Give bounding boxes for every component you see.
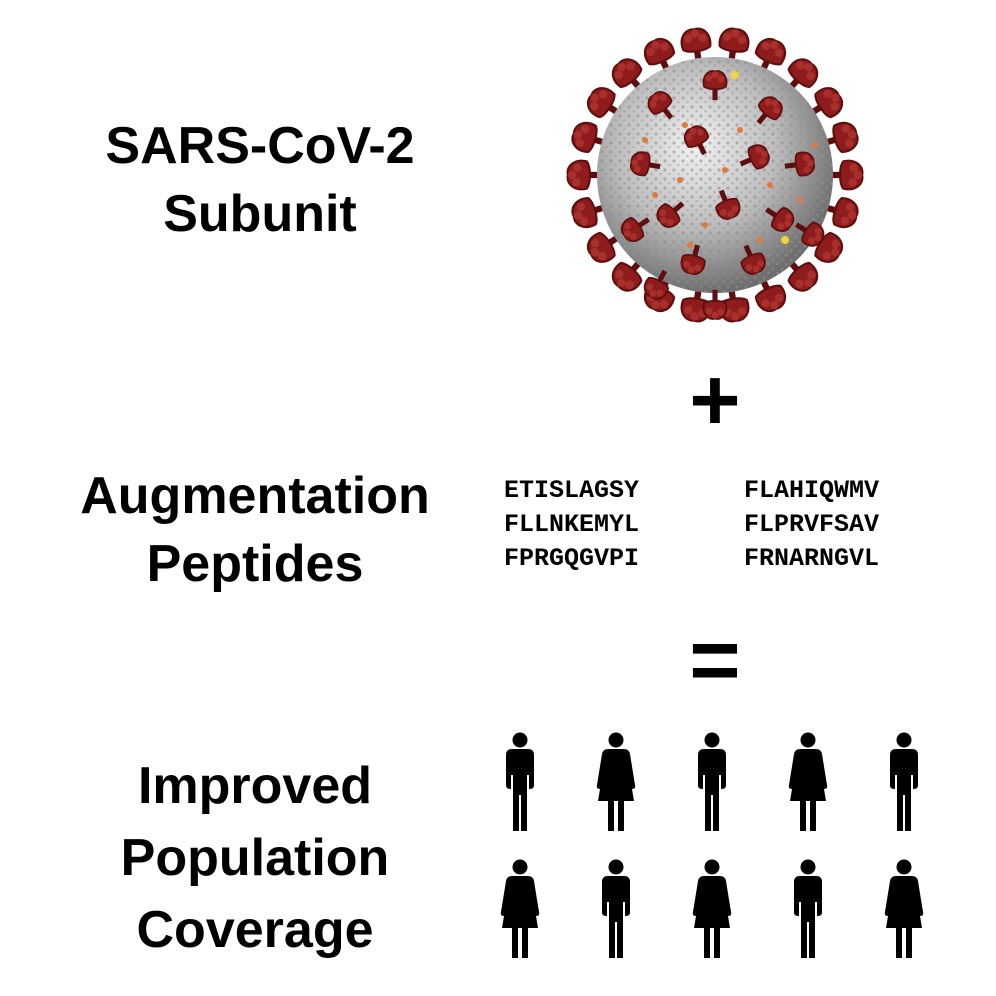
spike-protein <box>807 87 844 119</box>
spike-protein <box>702 289 728 320</box>
spike-protein <box>718 27 750 66</box>
surface-protein-dot <box>642 137 648 143</box>
spike-protein <box>611 58 645 93</box>
spike-protein <box>620 216 650 242</box>
surface-protein-dot <box>757 237 763 243</box>
female-person-icon <box>692 859 732 958</box>
peptide-sequence: FRNARNGVL <box>744 544 880 573</box>
surface-protein-dot <box>677 177 683 183</box>
spike-protein <box>586 87 623 119</box>
peptide-list-left: ETISLAGSY FLLNKEMYL FPRGQGVPI <box>504 474 639 576</box>
female-person-icon <box>500 859 540 958</box>
female-person-icon <box>596 732 636 831</box>
spike-protein <box>680 244 706 275</box>
spike-protein <box>740 244 766 275</box>
spike-protein <box>765 206 795 232</box>
surface-protein-dot <box>687 242 693 248</box>
peptide-list-right: FLAHIQWMV FLPRVFSAV FRNARNGVL <box>744 474 879 576</box>
spike-protein <box>794 221 825 247</box>
spike-protein <box>647 91 674 120</box>
spike-protein <box>643 269 670 300</box>
surface-protein-dot <box>767 182 773 188</box>
surface-protein-dot <box>812 142 818 148</box>
plus-sign: + <box>689 350 741 449</box>
surface-protein-dot <box>652 192 658 198</box>
spike-protein <box>683 125 710 156</box>
male-person-icon <box>890 732 918 831</box>
surface-protein-dot <box>722 167 728 173</box>
male-person-icon <box>698 732 726 831</box>
coverage-label-line-2: Population <box>120 829 390 887</box>
surface-proteins <box>642 71 818 248</box>
male-person-icon <box>506 732 534 831</box>
female-person-icon <box>884 859 924 958</box>
peptide-sequence: FLAHIQWMV <box>744 476 880 505</box>
spike-protein <box>571 196 609 229</box>
spike-protein <box>821 196 859 229</box>
coronavirus-icon <box>566 27 864 323</box>
surface-protein-dot <box>702 222 708 228</box>
coverage-label-line-1: Improved <box>137 757 373 815</box>
virus-label-line-2: Subunit <box>163 185 357 243</box>
spike-protein <box>754 275 787 313</box>
peptide-sequence: FPRGQGVPI <box>504 544 640 573</box>
spike-protein <box>756 96 783 125</box>
peptides-label: Augmentation Peptides <box>20 462 490 598</box>
surface-spikes <box>620 70 825 320</box>
male-person-icon <box>602 859 630 958</box>
peptide-sequence: ETISLAGSY <box>504 476 640 505</box>
spike-protein <box>715 189 741 220</box>
people-grid <box>500 732 924 958</box>
spike-protein <box>630 151 661 177</box>
spike-protein <box>702 70 728 101</box>
outer-spikes <box>566 27 864 323</box>
surface-protein-dot <box>781 236 789 244</box>
peptide-sequence: FLPRVFSAV <box>744 510 880 539</box>
spike-protein <box>784 151 815 177</box>
coverage-label-line-3: Coverage <box>136 901 374 959</box>
surface-protein-dot <box>682 122 688 128</box>
spike-protein <box>586 231 623 263</box>
male-person-icon <box>794 859 822 958</box>
peptides-label-line-2: Peptides <box>146 535 364 593</box>
equals-sign: = <box>689 610 741 709</box>
peptide-sequence: FLLNKEMYL <box>504 510 640 539</box>
surface-protein-dot <box>737 127 743 133</box>
virus-label-line-1: SARS-CoV-2 <box>105 117 415 175</box>
surface-protein-dot <box>797 197 803 203</box>
spike-protein <box>739 144 770 170</box>
spike-protein <box>656 201 685 228</box>
peptides-label-line-1: Augmentation <box>80 467 430 525</box>
virus-label: SARS-CoV-2 Subunit <box>40 112 480 248</box>
coverage-label: Improved Population Coverage <box>40 750 470 966</box>
female-person-icon <box>788 732 828 831</box>
spike-protein <box>571 121 609 154</box>
surface-protein-dot <box>731 71 739 79</box>
